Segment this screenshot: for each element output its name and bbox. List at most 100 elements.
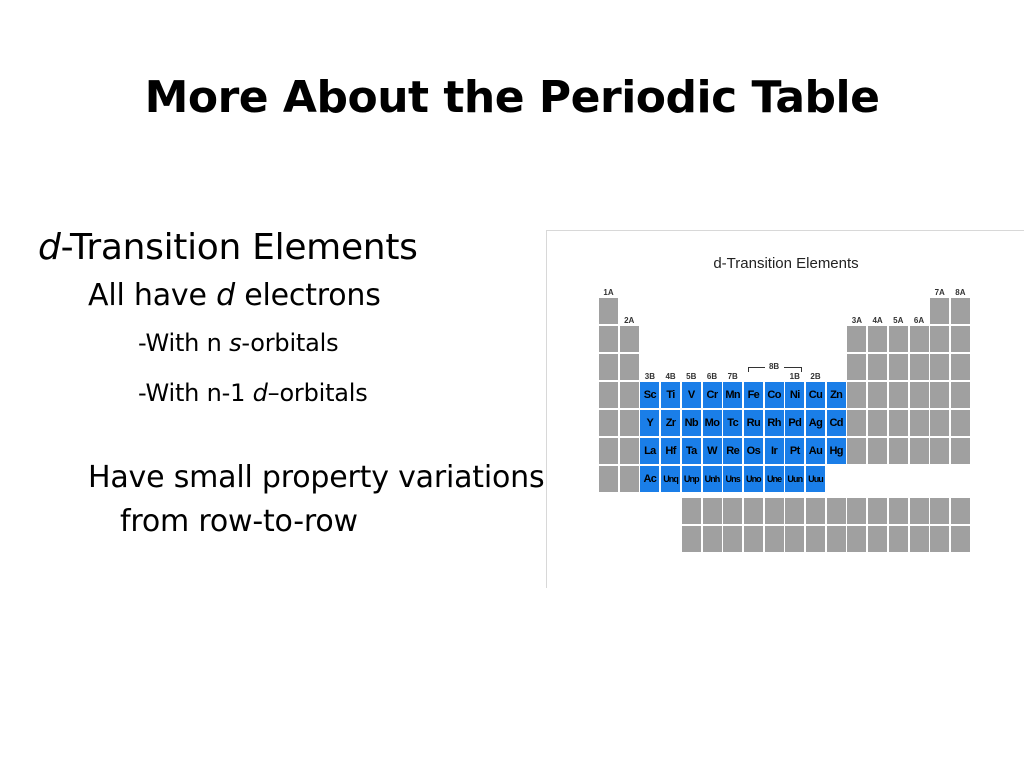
element-nb: Nb [681,410,701,436]
group-label-7a: 7A [934,288,945,297]
group-label-2a: 2A [624,316,635,325]
group-label-5b: 5B [686,372,697,381]
element-fe: Fe [743,382,763,408]
element-cell [681,526,701,552]
element-cell [599,466,618,492]
element-cell [930,354,950,380]
element-cu: Cu [806,382,825,408]
element-ru: Ru [743,410,763,436]
group-label-6a: 6A [913,316,925,325]
figure-title: d-Transition Elements [713,255,859,272]
element-cell [619,438,639,464]
element-zr: Zr [661,410,681,436]
group-label-8a: 8A [955,288,966,297]
element-cell [868,498,888,524]
element-cell [909,410,929,436]
element-cell [888,410,908,436]
element-cell [599,382,618,408]
element-cell [743,498,763,524]
element-cell [868,526,888,552]
element-re: Re [723,438,743,464]
bullet-text-pre: -With n [138,329,230,357]
element-pt: Pt [785,438,805,464]
element-cell [847,526,867,552]
bullet-text-post: -orbitals [241,329,339,357]
element-uns: Uns [723,466,743,492]
element-y: Y [640,410,660,436]
element-ta: Ta [681,438,701,464]
element-cell [847,498,867,524]
element-cell [847,354,867,380]
bullet-text-pre: All have [88,278,217,313]
element-cell [950,410,970,436]
element-cell [764,498,784,524]
element-cell [868,438,888,464]
element-cell [599,438,618,464]
group-label-4a: 4A [872,316,883,325]
element-cell [888,354,908,380]
element-cell [950,298,970,324]
element-cell [888,382,908,408]
bullet-transition-elements: d-Transition Elements [38,222,538,274]
element-cell [930,438,950,464]
element-une: Une [764,466,784,492]
element-cell [599,298,618,324]
bullet-d-electrons: All have d electrons [88,274,538,318]
element-au: Au [806,438,825,464]
element-cell [599,354,618,380]
element-cell [909,326,929,352]
element-os: Os [743,438,763,464]
element-cell [888,526,908,552]
element-cell [847,326,867,352]
element-cell [826,498,846,524]
element-cell [950,526,970,552]
element-cell [723,498,743,524]
element-uno: Uno [743,466,763,492]
element-mn: Mn [723,382,743,408]
bullet-text: -Transition Elements [60,227,418,268]
bullet-text-post: –orbitals [267,379,368,407]
element-cell [930,382,950,408]
element-cell [847,438,867,464]
element-cell [930,298,950,324]
italic-d: d [38,227,61,268]
bullet-text-post: electrons [234,278,381,313]
element-zn: Zn [826,382,846,408]
element-unh: Unh [702,466,722,492]
element-la: La [640,438,660,464]
element-cell [888,438,908,464]
element-rh: Rh [764,410,784,436]
group-label-4b: 4B [665,372,676,381]
element-cell [950,326,970,352]
element-cell [785,526,805,552]
group-label-2b: 2B [810,372,821,381]
element-uuu: Uuu [806,466,825,492]
element-cell [599,326,618,352]
bullet-d-orbitals: -With n-1 d–orbitals [138,368,538,418]
element-cr: Cr [702,382,722,408]
element-cell [723,526,743,552]
element-cell [909,526,929,552]
group-label-8b: 8B [764,362,784,372]
element-cell [764,526,784,552]
element-w: W [702,438,722,464]
element-cell [702,498,722,524]
bullet-text-pre: -With n-1 [138,379,253,407]
element-cell [888,498,908,524]
element-ti: Ti [661,382,681,408]
element-cd: Cd [826,410,846,436]
element-ir: Ir [764,438,784,464]
element-cell [930,498,950,524]
periodic-table-grid: Sc Ti V Cr Mn Fe Co Ni Cu Zn Y Zr Nb Mo Tc Ru Rh Pd Ag Cd La… [547,231,1024,589]
element-cell [950,382,970,408]
bullet-property-variations: Have small property variations from row-… [88,460,545,539]
element-cell [909,498,929,524]
element-cell [930,326,950,352]
element-cell [806,498,825,524]
element-pd: Pd [785,410,805,436]
element-cell [950,498,970,524]
group-label-6b: 6B [706,372,718,381]
bullet-spacer [38,418,538,456]
element-uun: Uun [785,466,805,492]
